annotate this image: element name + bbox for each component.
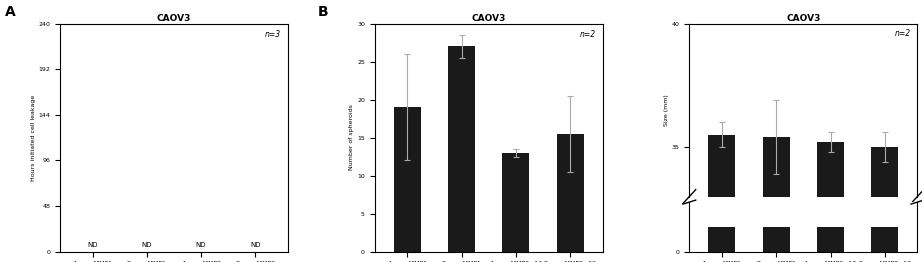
Title: CAOV3: CAOV3 xyxy=(471,14,506,23)
Y-axis label: Hours initiated cell leakage: Hours initiated cell leakage xyxy=(30,94,36,181)
Bar xyxy=(871,147,898,262)
Text: A: A xyxy=(5,5,16,19)
Bar xyxy=(871,227,898,252)
Bar xyxy=(394,107,420,252)
Text: ND: ND xyxy=(195,242,207,248)
Text: ND: ND xyxy=(250,242,261,248)
Bar xyxy=(708,135,736,262)
Text: n=2: n=2 xyxy=(894,29,911,38)
Text: ND: ND xyxy=(142,242,152,248)
Bar xyxy=(708,227,736,252)
Y-axis label: Size (mm): Size (mm) xyxy=(664,94,669,126)
Bar xyxy=(762,227,790,252)
Bar xyxy=(762,137,790,262)
Text: n=3: n=3 xyxy=(265,30,281,39)
Text: ND: ND xyxy=(88,242,98,248)
Bar xyxy=(502,153,529,252)
Text: n=2: n=2 xyxy=(580,30,596,39)
Title: CAOV3: CAOV3 xyxy=(157,14,191,23)
Title: CAOV3: CAOV3 xyxy=(786,14,821,23)
Y-axis label: Number of spheroids: Number of spheroids xyxy=(349,105,354,171)
Text: B: B xyxy=(318,5,329,19)
Bar xyxy=(448,46,475,252)
Bar xyxy=(817,142,844,262)
Bar xyxy=(557,134,584,252)
Bar xyxy=(817,227,844,252)
